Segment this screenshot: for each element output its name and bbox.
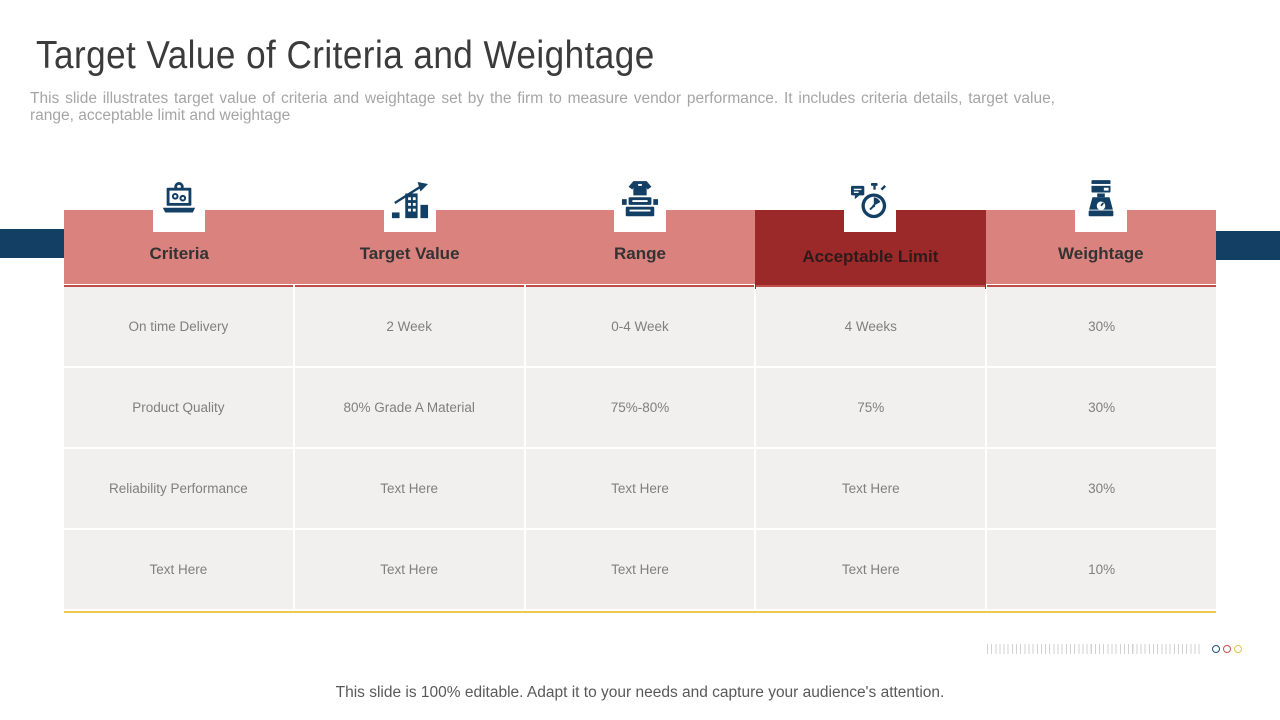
table-cell: Text Here: [756, 530, 986, 609]
table-cell: 4 Weeks: [756, 285, 986, 366]
table-cell: Text Here: [294, 530, 524, 609]
column-label: Criteria: [149, 244, 209, 263]
right-accent-bar: [1216, 231, 1280, 260]
table-cell: 75%-80%: [525, 368, 755, 447]
table-cell: Text Here: [525, 530, 755, 609]
table-cell: 2 Week: [294, 285, 524, 366]
table-cell: Text Here: [294, 449, 524, 528]
laptop-gears-icon: [160, 179, 198, 225]
slide-pagination: [1212, 645, 1242, 653]
slider-ruler: [987, 644, 1203, 654]
column-header-acceptable-limit: Acceptable Limit: [755, 183, 986, 289]
stopwatch-message-icon: [851, 179, 889, 225]
table-cell: 30%: [987, 368, 1216, 447]
pagination-dot-blue[interactable]: [1212, 645, 1220, 653]
page-title: Target Value of Criteria and Weightage: [36, 34, 655, 77]
table-cell: On time Delivery: [64, 285, 293, 366]
column-label: Target Value: [359, 244, 460, 263]
table-cell: 0-4 Week: [525, 285, 755, 366]
pagination-dot-red[interactable]: [1223, 645, 1231, 653]
left-accent-bar: [0, 229, 64, 258]
table-bottom-gold-line: [64, 611, 1216, 613]
column-header-range: Range: [524, 181, 756, 284]
table-cell: Product Quality: [64, 368, 293, 447]
table-cell: Text Here: [756, 449, 986, 528]
icon-notch: [1074, 210, 1127, 232]
table-body: On time Delivery 2 Week 0-4 Week 4 Weeks…: [64, 285, 1216, 609]
table-header-row: Criteria Target Value: [64, 180, 1217, 289]
column-label: Weightage: [1058, 244, 1144, 263]
pagination-dot-yellow[interactable]: [1234, 645, 1242, 653]
column-label: Range: [614, 244, 666, 263]
column-header-weightage: Weightage: [985, 180, 1217, 284]
table-cell: Text Here: [525, 449, 755, 528]
table-cell: 30%: [987, 449, 1216, 528]
table-cell: 30%: [987, 285, 1216, 366]
apparel-printer-icon: [621, 179, 659, 225]
slide-description: This slide illustrates target value of c…: [30, 90, 1055, 124]
table-cell: Text Here: [64, 530, 293, 609]
column-header-target-value: Target Value: [294, 182, 525, 284]
icon-notch: [844, 210, 897, 232]
icon-notch: [153, 210, 206, 232]
growth-building-chart-icon: [391, 179, 429, 225]
column-label: Acceptable Limit: [802, 246, 939, 266]
table-cell: 80% Grade A Material: [294, 368, 524, 447]
table-cell: 75%: [756, 368, 986, 447]
weighing-scale-parcel-icon: [1082, 179, 1120, 225]
table-cell: 10%: [987, 530, 1216, 609]
table-cell: Reliability Performance: [64, 449, 293, 528]
editable-note: This slide is 100% editable. Adapt it to…: [335, 684, 945, 701]
column-header-criteria: Criteria: [64, 182, 295, 284]
